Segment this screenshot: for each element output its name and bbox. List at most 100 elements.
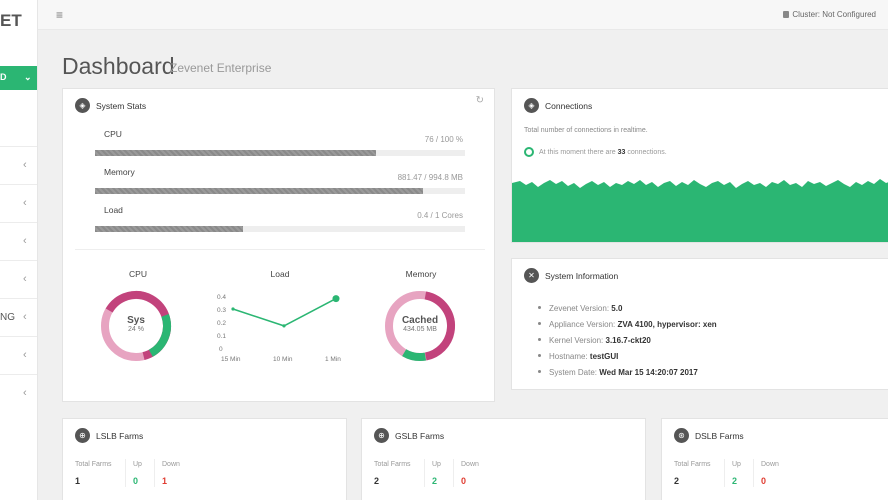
divider bbox=[453, 459, 454, 487]
connections-now-suffix: connections. bbox=[627, 149, 667, 156]
menu-toggle-icon[interactable]: ≡ bbox=[56, 8, 64, 22]
chevron-left-icon: ‹ bbox=[23, 159, 27, 171]
chevron-left-icon: ‹ bbox=[23, 273, 27, 285]
list-item: System Date: Wed Mar 15 14:20:07 2017 bbox=[538, 365, 717, 381]
connections-area bbox=[512, 179, 888, 242]
info-value: testGUI bbox=[589, 352, 619, 361]
memory-progress-fill bbox=[95, 188, 423, 194]
info-label: System Date: bbox=[549, 368, 598, 377]
list-item: Kernel Version: 3.16.7-ckt20 bbox=[538, 333, 717, 349]
up-value: 2 bbox=[432, 476, 438, 486]
stats-icon: ◈ bbox=[75, 98, 90, 113]
load-data-point bbox=[282, 324, 286, 328]
cpu-chart-title: CPU bbox=[129, 269, 147, 279]
sidebar-item[interactable]: ‹ bbox=[0, 336, 37, 374]
connections-now: At this moment there are 33 connections. bbox=[524, 147, 667, 157]
sidebar-item-dashboard[interactable]: D ⌄ bbox=[0, 66, 37, 90]
y-tick-label: 0.3 bbox=[217, 307, 226, 314]
up-label: Up bbox=[432, 461, 441, 468]
memory-chart-title: Memory bbox=[405, 269, 437, 279]
sidebar-item-monitoring[interactable]: NG ‹ bbox=[0, 298, 37, 336]
sidebar-item[interactable]: ‹ bbox=[0, 146, 37, 184]
cpu-donut-center: Sys 24 % bbox=[101, 315, 171, 333]
lslb-farms-panel[interactable]: ⊕ LSLB Farms Total Farms Up Down 1 0 1 bbox=[62, 418, 347, 500]
refresh-icon[interactable]: ↻ bbox=[475, 95, 484, 106]
connections-icon: ◈ bbox=[524, 98, 539, 113]
connections-count: 33 bbox=[617, 149, 626, 156]
info-label: Appliance Version: bbox=[549, 320, 616, 329]
info-label: Hostname: bbox=[549, 352, 588, 361]
connections-panel: ◈ Connections Total number of connection… bbox=[511, 88, 888, 243]
system-information-panel: ✕ System Information Zevenet Version: 5.… bbox=[511, 258, 888, 390]
down-value: 1 bbox=[162, 476, 168, 486]
divider bbox=[753, 459, 754, 487]
list-item: Appliance Version: ZVA 4100, hypervisor:… bbox=[538, 317, 717, 333]
down-label: Down bbox=[461, 461, 479, 468]
connections-description: Total number of connections in realtime. bbox=[524, 127, 648, 134]
globe-icon: ⊕ bbox=[374, 428, 389, 443]
panel-title: GSLB Farms bbox=[395, 431, 445, 441]
dslb-farms-panel[interactable]: ⊛ DSLB Farms Total Farms Up Down 2 2 0 bbox=[661, 418, 888, 500]
list-item: Hostname: testGUI bbox=[538, 349, 717, 365]
sidebar-item[interactable]: ‹ bbox=[0, 374, 37, 412]
down-value: 0 bbox=[761, 476, 767, 486]
cpu-donut-chart bbox=[101, 291, 171, 361]
up-label: Up bbox=[133, 461, 142, 468]
info-label: Zevenet Version: bbox=[549, 304, 610, 313]
memory-progress-bar bbox=[95, 188, 465, 194]
divider bbox=[75, 249, 485, 250]
status-ring-icon bbox=[524, 147, 534, 157]
topbar: ≡ Cluster: Not Configured bbox=[38, 0, 888, 30]
panel-title: System Information bbox=[545, 271, 619, 281]
down-label: Down bbox=[761, 461, 779, 468]
memory-stat-value: 881.47 / 994.8 MB bbox=[397, 173, 463, 182]
panel-title: DSLB Farms bbox=[695, 431, 744, 441]
cpu-center-label: Sys bbox=[127, 315, 145, 326]
y-tick-label: 0.1 bbox=[217, 333, 226, 340]
system-stats-panel: ◈ System Stats ↻ CPU 76 / 100 % Memory 8… bbox=[62, 88, 495, 402]
panel-title: System Stats bbox=[96, 101, 147, 111]
divider bbox=[424, 459, 425, 487]
cpu-stat-label: CPU bbox=[104, 129, 122, 139]
wrench-icon: ✕ bbox=[524, 268, 539, 283]
divider bbox=[724, 459, 725, 487]
total-farms-value: 2 bbox=[374, 476, 380, 486]
load-stat-value: 0.4 / 1 Cores bbox=[417, 211, 463, 220]
sidebar: ET D ⌄ ‹ ‹ ‹ ‹ NG ‹ ‹ ‹ bbox=[0, 0, 38, 500]
sidebar-item[interactable]: ‹ bbox=[0, 260, 37, 298]
cluster-status[interactable]: Cluster: Not Configured bbox=[783, 10, 876, 19]
system-info-list: Zevenet Version: 5.0 Appliance Version: … bbox=[538, 301, 717, 381]
connections-realtime-chart bbox=[512, 179, 888, 242]
network-icon: ⊛ bbox=[674, 428, 689, 443]
down-label: Down bbox=[162, 461, 180, 468]
sidebar-item-label: NG bbox=[0, 312, 15, 323]
memory-center-label: Cached bbox=[401, 315, 439, 326]
panel-title: LSLB Farms bbox=[96, 431, 144, 441]
up-label: Up bbox=[732, 461, 741, 468]
info-label: Kernel Version: bbox=[549, 336, 604, 345]
memory-donut-chart bbox=[385, 291, 455, 361]
divider bbox=[125, 459, 126, 487]
load-data-point bbox=[332, 295, 340, 303]
gslb-farms-panel[interactable]: ⊕ GSLB Farms Total Farms Up Down 2 2 0 bbox=[361, 418, 646, 500]
y-tick-label: 0.4 bbox=[217, 294, 226, 301]
sidebar-item[interactable]: ‹ bbox=[0, 222, 37, 260]
x-tick-label: 10 Min bbox=[273, 356, 293, 363]
sidebar-item[interactable]: ‹ bbox=[0, 184, 37, 222]
cluster-status-text: Cluster: Not Configured bbox=[792, 10, 876, 19]
cpu-progress-bar bbox=[95, 150, 465, 156]
total-farms-value: 1 bbox=[75, 476, 81, 486]
memory-donut-center: Cached 434.05 MB bbox=[385, 315, 455, 333]
load-series-line bbox=[232, 297, 337, 327]
chevron-left-icon: ‹ bbox=[23, 235, 27, 247]
list-item: Zevenet Version: 5.0 bbox=[538, 301, 717, 317]
info-value: 3.16.7-ckt20 bbox=[605, 336, 651, 345]
chevron-down-icon: ⌄ bbox=[24, 72, 32, 82]
x-tick-label: 1 Min bbox=[325, 356, 341, 363]
chevron-left-icon: ‹ bbox=[23, 311, 27, 323]
connections-now-prefix: At this moment there are bbox=[539, 149, 616, 156]
load-chart-title: Load bbox=[270, 269, 290, 279]
total-farms-label: Total Farms bbox=[674, 461, 711, 468]
info-value: ZVA 4100, hypervisor: xen bbox=[617, 320, 717, 329]
info-value: Wed Mar 15 14:20:07 2017 bbox=[599, 368, 698, 377]
